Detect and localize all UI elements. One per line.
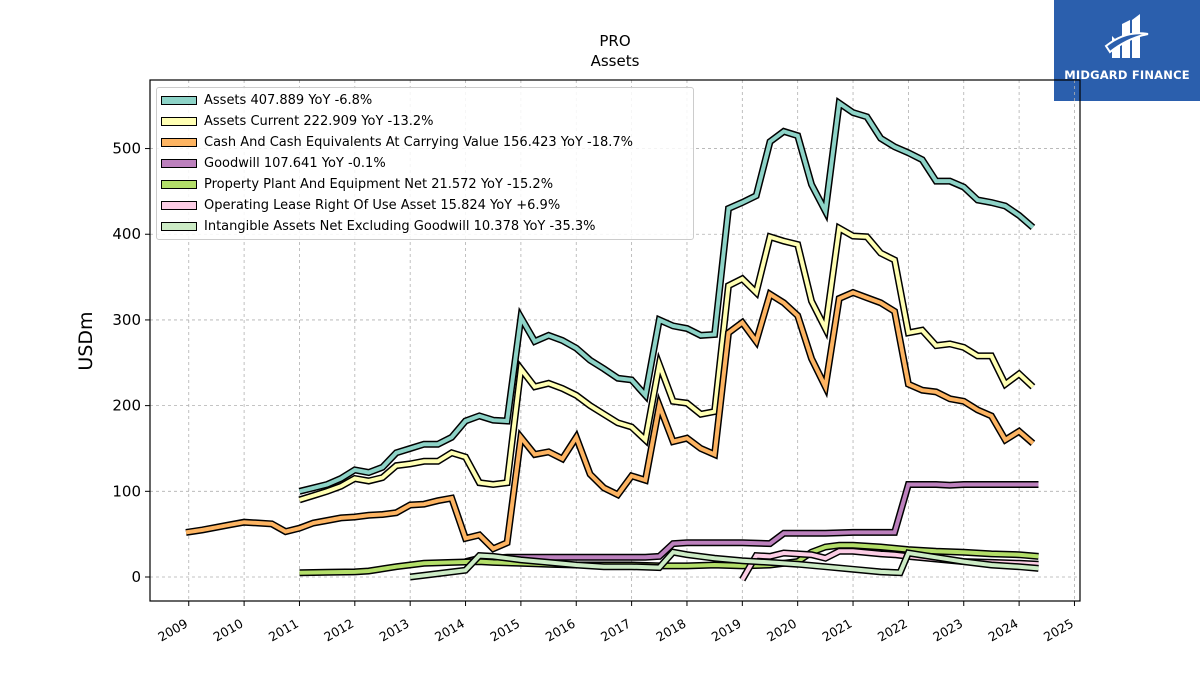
legend-swatch	[161, 96, 197, 105]
y-tick-label: 300	[112, 311, 141, 329]
legend-swatch	[161, 117, 197, 126]
legend-swatch	[161, 180, 197, 189]
x-tick-label: 2010	[211, 616, 246, 645]
series-lines	[185, 96, 1039, 582]
series-outline-assets-current	[298, 222, 1036, 504]
x-tick-label: 2015	[487, 616, 522, 645]
y-tick-label: 400	[112, 225, 141, 243]
series-line-goodwill	[465, 482, 1039, 564]
chart-title: PRO	[599, 32, 631, 50]
y-tick-label: 100	[112, 482, 141, 500]
y-axis-label: USDm	[75, 311, 97, 370]
legend-swatch	[161, 138, 197, 147]
legend-label: Assets Current 222.909 YoY -13.2%	[204, 114, 434, 129]
legend-label: Cash And Cash Equivalents At Carrying Va…	[204, 135, 633, 150]
x-tick-label: 2024	[986, 616, 1021, 645]
x-tick-label: 2016	[543, 616, 578, 645]
legend-item: Property Plant And Equipment Net 21.572 …	[161, 174, 553, 195]
legend-item: Operating Lease Right Of Use Asset 15.82…	[161, 195, 560, 216]
legend: Assets 407.889 YoY -6.8% Assets Current 2…	[156, 87, 694, 240]
legend-label: Intangible Assets Net Excluding Goodwill…	[204, 219, 596, 234]
x-tick-label: 2021	[819, 616, 854, 645]
x-tick-label: 2014	[432, 616, 467, 645]
logo-badge: MIDGARD FINANCE	[1054, 0, 1200, 101]
legend-item: Assets 407.889 YoY -6.8%	[161, 90, 372, 111]
legend-item: Assets Current 222.909 YoY -13.2%	[161, 111, 434, 132]
y-tick-label: 500	[112, 140, 141, 158]
x-tick-label: 2022	[875, 616, 910, 645]
series-line-intangible-assets-net-excluding-goodwill	[409, 550, 1039, 579]
x-tick-label: 2013	[377, 616, 412, 645]
y-tick-label: 200	[112, 397, 141, 415]
legend-swatch	[161, 201, 197, 210]
legend-label: Goodwill 107.641 YoY -0.1%	[204, 156, 386, 171]
x-tick-label: 2009	[155, 616, 190, 645]
legend-label: Property Plant And Equipment Net 21.572 …	[204, 177, 554, 192]
x-tick-label: 2023	[930, 616, 965, 645]
x-tick-label: 2018	[653, 616, 688, 645]
x-tick-label: 2025	[1041, 616, 1076, 645]
series-line-assets-current	[298, 225, 1035, 502]
x-tick-label: 2017	[598, 616, 633, 645]
legend-swatch	[161, 222, 197, 231]
legend-item: Goodwill 107.641 YoY -0.1%	[161, 153, 386, 174]
y-tick-label: 0	[131, 568, 141, 586]
midgard-logo-icon	[1104, 14, 1149, 58]
series-line-assets	[299, 99, 1035, 494]
legend-label: Assets 407.889 YoY -6.8%	[204, 93, 373, 108]
x-tick-label: 2019	[709, 616, 744, 645]
legend-label: Operating Lease Right Of Use Asset 15.82…	[204, 198, 561, 213]
x-tick-label: 2012	[321, 616, 356, 645]
series-line-cash-and-cash-equivalents-at-carrying-value	[185, 290, 1035, 552]
chart-subtitle: Assets	[590, 52, 640, 70]
x-tick-label: 2020	[764, 616, 799, 645]
legend-swatch	[161, 159, 197, 168]
logo-text: MIDGARD FINANCE	[1064, 68, 1190, 82]
grid-lines	[150, 80, 1080, 601]
legend-item: Cash And Cash Equivalents At Carrying Va…	[161, 132, 633, 153]
legend-item: Intangible Assets Net Excluding Goodwill…	[161, 216, 595, 237]
plot-frame	[149, 79, 1081, 602]
x-tick-label: 2011	[266, 616, 301, 645]
